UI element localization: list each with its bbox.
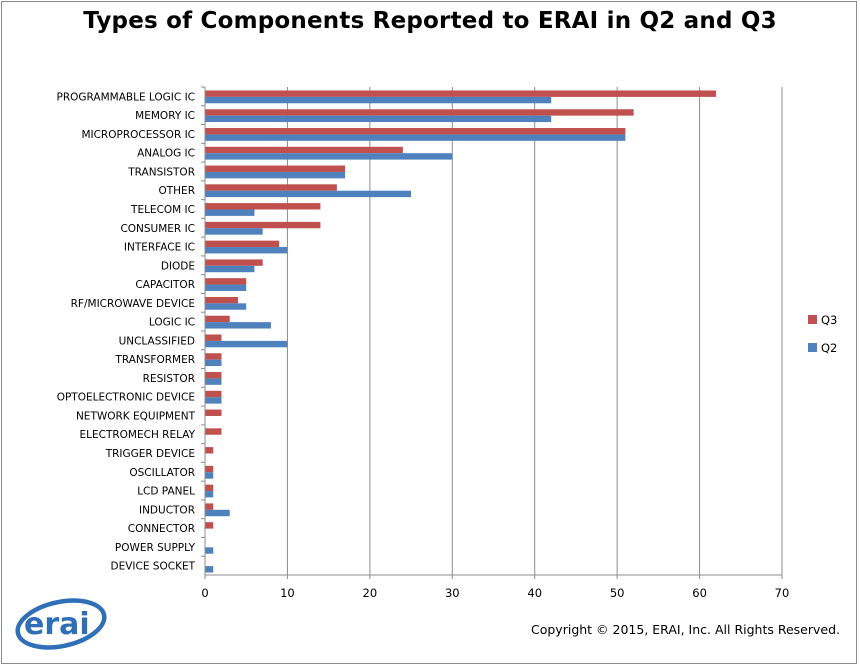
- category-label: TRANSISTOR: [127, 166, 195, 178]
- bar-q3: [205, 259, 263, 266]
- bar-q2: [205, 340, 288, 348]
- category-label: TELECOM IC: [130, 204, 195, 216]
- bar-q2: [205, 397, 222, 404]
- legend-label-q3: Q3: [821, 313, 837, 327]
- bar-q2: [205, 265, 255, 273]
- category-label: OTHER: [158, 185, 195, 197]
- bar-q2: [205, 171, 346, 179]
- x-tick-label: 60: [692, 586, 707, 600]
- copyright-text: Copyright © 2015, ERAI, Inc. All Rights …: [531, 622, 840, 637]
- bar-q3: [205, 447, 214, 454]
- bar-q3: [205, 221, 321, 229]
- category-label: OPTOELECTRONIC DEVICE: [57, 392, 195, 404]
- bar-q3: [205, 315, 230, 323]
- legend-label-q2: Q2: [821, 341, 837, 355]
- category-label: NETWORK EQUIPMENT: [76, 410, 196, 422]
- bar-q3: [205, 409, 222, 416]
- x-tick-label: 40: [527, 586, 542, 600]
- category-label: LOGIC IC: [149, 317, 195, 329]
- bar-q3: [205, 353, 222, 360]
- bars: [205, 90, 717, 573]
- bar-q3: [205, 522, 214, 529]
- gridlines: [286, 87, 783, 575]
- category-label: INDUCTOR: [139, 504, 195, 516]
- bar-q2: [205, 284, 247, 291]
- category-label: POWER SUPPLY: [115, 542, 196, 554]
- bar-q2: [205, 190, 412, 198]
- bar-q3: [205, 90, 717, 97]
- bar-q2: [205, 247, 288, 254]
- x-tick-label: 10: [280, 586, 295, 600]
- bar-q3: [205, 296, 238, 304]
- category-label: CONSUMER IC: [120, 223, 195, 235]
- category-label: TRIGGER DEVICE: [105, 448, 195, 460]
- bar-q3: [205, 278, 247, 285]
- bar-q2: [205, 153, 453, 160]
- bar-q3: [205, 165, 346, 172]
- chart-title: Types of Components Reported to ERAI in …: [83, 8, 777, 34]
- bar-q3: [205, 203, 321, 210]
- bar-q3: [205, 465, 214, 473]
- category-label: PROGRAMMABLE LOGIC IC: [57, 91, 195, 103]
- bar-q3: [205, 184, 337, 191]
- category-label: LCD PANEL: [137, 486, 195, 498]
- axes: [204, 87, 783, 579]
- category-label: MEMORY IC: [135, 110, 195, 122]
- bar-q3: [205, 240, 280, 248]
- bar-q2: [205, 134, 626, 141]
- bar-q2: [205, 472, 214, 479]
- bar-q2: [205, 359, 222, 367]
- bar-q2: [205, 209, 255, 216]
- x-tick-label: 30: [445, 586, 460, 600]
- category-label: RF/MICROWAVE DEVICE: [71, 298, 195, 310]
- x-tick-label: 0: [201, 586, 208, 600]
- category-label: INTERFACE IC: [124, 242, 195, 254]
- x-tick-labels: 0 10 20 30 40 50 60 70: [201, 586, 789, 600]
- category-label: UNCLASSIFIED: [119, 335, 195, 347]
- bar-q2: [205, 303, 247, 310]
- category-label: ELECTROMECH RELAY: [80, 429, 196, 441]
- bar-q2: [205, 509, 230, 517]
- legend-swatch-q2: [808, 343, 817, 352]
- bar-q2: [205, 96, 552, 104]
- category-label: OSCILLATOR: [129, 467, 195, 479]
- category-label: CONNECTOR: [128, 523, 195, 535]
- erai-logo: erai: [15, 598, 107, 650]
- legend: Q3 Q2: [808, 313, 837, 355]
- bar-q3: [205, 334, 222, 341]
- bar-q2: [205, 322, 271, 329]
- category-label: DEVICE SOCKET: [111, 561, 196, 573]
- category-label: MICROPROCESSOR IC: [81, 129, 195, 141]
- category-label: DIODE: [161, 260, 195, 272]
- bar-q2: [205, 491, 214, 498]
- x-tick-label: 20: [363, 586, 378, 600]
- bar-q3: [205, 390, 222, 398]
- bar-q2: [205, 566, 214, 573]
- bar-q3: [205, 484, 214, 492]
- bar-q3: [205, 428, 222, 435]
- category-labels: PROGRAMMABLE LOGIC IC MEMORY IC MICROPROCE…: [57, 86, 205, 573]
- bar-q3: [205, 128, 626, 135]
- bar-q2: [205, 228, 263, 235]
- x-tick-label: 50: [610, 586, 625, 600]
- logo-text: erai: [24, 607, 90, 642]
- legend-swatch-q3: [808, 315, 817, 324]
- x-tick-label: 70: [775, 586, 790, 600]
- bar-q3: [205, 503, 214, 510]
- category-label: RESISTOR: [143, 373, 195, 385]
- bar-q3: [205, 109, 634, 116]
- category-label: CAPACITOR: [135, 279, 195, 291]
- bar-q3: [205, 146, 403, 154]
- category-label: ANALOG IC: [137, 148, 195, 160]
- category-label: TRANSFORMER: [114, 354, 195, 366]
- bar-q2: [205, 378, 222, 385]
- bar-q2: [205, 115, 552, 123]
- bar-q3: [205, 372, 222, 379]
- bar-q2: [205, 547, 214, 554]
